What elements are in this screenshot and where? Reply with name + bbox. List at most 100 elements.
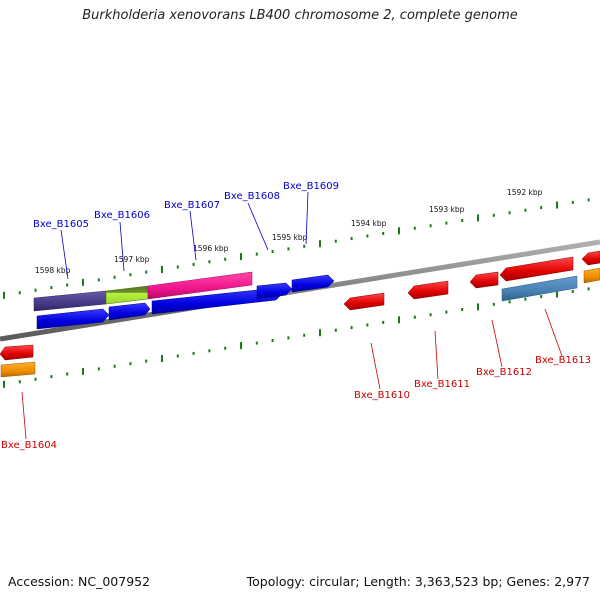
- leader-line: [305, 191, 309, 245]
- tick-label: 1595 kbp: [272, 233, 308, 242]
- gene-edge-red-arrow[interactable]: [581, 250, 600, 266]
- gene-label-bxe-b1604[interactable]: Bxe_B1604: [1, 440, 57, 451]
- minor-tick: [255, 341, 258, 345]
- minor-tick: [445, 310, 448, 314]
- gene-bxe-b1613-arrow[interactable]: [499, 256, 574, 282]
- gene-label-bxe-b1610[interactable]: Bxe_B1610: [354, 390, 410, 401]
- minor-tick: [382, 320, 385, 324]
- gene-bxe-b1604-orange[interactable]: [0, 361, 36, 378]
- major-tick: [398, 316, 400, 324]
- gene-bxe-b1606-arrow[interactable]: [108, 302, 151, 321]
- minor-tick: [18, 380, 21, 384]
- gene-bxe-b1605-feature[interactable]: [33, 290, 107, 312]
- gene-bxe-b1613-steel[interactable]: [501, 275, 578, 302]
- major-tick: [82, 278, 84, 286]
- minor-tick: [192, 262, 195, 266]
- minor-tick: [429, 313, 432, 317]
- map-title: Burkholderia xenovorans LB400 chromosome…: [82, 8, 518, 23]
- forward-strand-genes: [33, 271, 335, 330]
- minor-tick: [508, 300, 511, 304]
- minor-tick: [255, 252, 258, 256]
- minor-tick: [524, 208, 527, 212]
- gene-label-bxe-b1606[interactable]: Bxe_B1606: [94, 210, 150, 221]
- gene-label-bxe-b1608[interactable]: Bxe_B1608: [224, 191, 280, 202]
- minor-tick: [145, 359, 148, 363]
- gene-label-bxe-b1612[interactable]: Bxe_B1612: [476, 367, 532, 378]
- major-tick: [556, 290, 558, 298]
- minor-tick: [50, 375, 53, 379]
- minor-tick: [34, 288, 37, 292]
- minor-tick: [492, 213, 495, 217]
- gene-label-bxe-b1609[interactable]: Bxe_B1609: [283, 181, 339, 192]
- major-tick: [3, 291, 5, 299]
- minor-tick: [413, 315, 416, 319]
- inner-tick-ring: [3, 287, 590, 388]
- major-tick: [3, 380, 5, 388]
- gene-label-bxe-b1611[interactable]: Bxe_B1611: [414, 379, 470, 390]
- minor-tick: [34, 377, 37, 381]
- leader-line: [119, 221, 125, 272]
- major-tick: [477, 214, 479, 222]
- gene-labels: Bxe_B1605 Bxe_B1606 Bxe_B1607 Bxe_B1608 …: [1, 181, 591, 451]
- gene-bxe-b1605-arrow[interactable]: [36, 308, 110, 330]
- leader-line: [60, 229, 69, 280]
- minor-tick: [66, 372, 69, 376]
- minor-tick: [113, 275, 116, 279]
- gene-bxe-b1611-arrow[interactable]: [407, 280, 449, 300]
- gene-label-bxe-b1613[interactable]: Bxe_B1613: [535, 355, 591, 366]
- major-tick: [240, 253, 242, 261]
- gene-bxe-b1606-feature[interactable]: [105, 285, 149, 305]
- genome-summary-text: Topology: circular; Length: 3,363,523 bp…: [246, 574, 590, 589]
- minor-tick: [429, 224, 432, 228]
- gene-bxe-b1608-arrow[interactable]: [256, 282, 293, 300]
- minor-tick: [413, 226, 416, 230]
- minor-tick: [224, 346, 227, 350]
- minor-tick: [461, 308, 464, 311]
- minor-tick: [192, 351, 195, 355]
- leader-line: [370, 342, 381, 390]
- leader-line: [544, 308, 563, 357]
- minor-tick: [571, 200, 574, 204]
- leader-line: [491, 319, 503, 368]
- minor-tick: [97, 367, 100, 371]
- tick-labels: 1598 kbp 1597 kbp 1596 kbp 1595 kbp 1594…: [35, 188, 543, 275]
- minor-tick: [571, 289, 574, 293]
- major-tick: [319, 240, 321, 248]
- minor-tick: [350, 326, 353, 330]
- minor-tick: [366, 234, 369, 238]
- minor-tick: [129, 273, 132, 277]
- minor-tick: [540, 295, 543, 299]
- major-tick: [240, 342, 242, 350]
- minor-tick: [18, 291, 21, 295]
- major-tick: [161, 355, 163, 362]
- minor-tick: [492, 302, 495, 306]
- gene-bxe-b1612-arrow[interactable]: [469, 271, 499, 289]
- minor-tick: [113, 364, 116, 368]
- minor-tick: [145, 270, 148, 274]
- gene-bxe-b1607-feature[interactable]: [147, 271, 253, 300]
- tick-label: 1596 kbp: [193, 244, 229, 253]
- minor-tick: [208, 349, 211, 353]
- minor-tick: [287, 247, 290, 251]
- gene-edge-orange-feature[interactable]: [583, 267, 600, 284]
- major-tick: [161, 266, 163, 273]
- gene-bxe-b1607-arrow[interactable]: [151, 287, 283, 315]
- gene-bxe-b1604-arrow[interactable]: [0, 344, 34, 361]
- minor-tick: [508, 211, 511, 215]
- major-tick: [319, 329, 321, 337]
- major-tick: [82, 367, 84, 375]
- gene-bxe-b1610-arrow[interactable]: [343, 292, 385, 311]
- tick-label: 1593 kbp: [429, 205, 465, 214]
- gene-bxe-b1609-arrow[interactable]: [291, 274, 335, 293]
- minor-tick: [334, 239, 337, 243]
- minor-tick: [334, 328, 337, 332]
- reverse-strand-genes: [0, 250, 600, 378]
- gene-label-bxe-b1605[interactable]: Bxe_B1605: [33, 219, 89, 230]
- minor-tick: [287, 336, 290, 340]
- minor-tick: [382, 231, 385, 235]
- gene-label-bxe-b1607[interactable]: Bxe_B1607: [164, 200, 220, 211]
- minor-tick: [461, 219, 464, 222]
- leader-line: [21, 391, 27, 440]
- minor-tick: [540, 206, 543, 210]
